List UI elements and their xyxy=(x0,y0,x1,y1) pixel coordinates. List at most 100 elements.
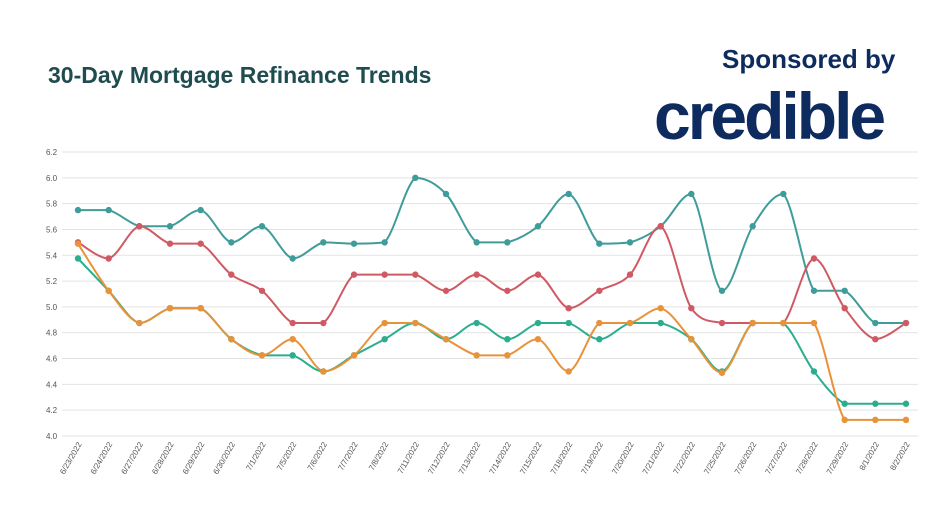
y-tick-label: 4.2 xyxy=(46,406,58,415)
series-4-point xyxy=(780,319,787,327)
series-1-point xyxy=(197,206,204,214)
series-4-point xyxy=(258,352,266,359)
x-tick-label: 7/27/2022 xyxy=(763,440,789,476)
x-tick-label: 7/13/2022 xyxy=(457,440,483,476)
x-tick-label: 7/28/2022 xyxy=(794,440,820,476)
series-3-point xyxy=(504,335,511,343)
series-2-point xyxy=(320,319,327,327)
x-tick-label: 7/22/2022 xyxy=(671,440,697,476)
series-1-point xyxy=(872,319,879,327)
gridlines xyxy=(62,151,918,437)
series-1-point xyxy=(718,287,726,294)
series-3-point xyxy=(381,335,388,343)
series-1-point xyxy=(596,240,603,247)
series-1-point xyxy=(473,239,480,246)
x-tick-label: 8/1/2022 xyxy=(858,440,882,472)
series-1-point xyxy=(442,190,450,198)
series-2-point xyxy=(626,271,634,278)
y-tick-label: 4.0 xyxy=(46,432,58,441)
series-lines xyxy=(77,176,907,421)
series-points xyxy=(74,174,910,424)
series-1-point xyxy=(350,240,358,247)
series-4-point xyxy=(166,305,174,312)
y-tick-label: 4.6 xyxy=(46,355,58,364)
y-axis-ticks: 6.2 6.0 5.8 5.6 5.4 5.2 5.0 4.8 4.6 4.4 4.2 4.0 xyxy=(46,148,58,441)
x-tick-label: 7/21/2022 xyxy=(641,440,667,476)
series-3-point xyxy=(534,319,542,327)
series-2-point xyxy=(289,319,296,327)
series-2-point xyxy=(442,287,450,294)
series-3-point xyxy=(74,255,82,262)
sponsor-label: Sponsored by xyxy=(722,44,896,74)
series-2-point xyxy=(228,271,235,278)
series-1-point xyxy=(565,190,572,198)
series-2-point xyxy=(166,240,174,247)
x-tick-label: 6/28/2022 xyxy=(150,440,176,476)
series-line-1 xyxy=(78,176,906,325)
series-line-4 xyxy=(77,243,906,421)
series-1-point xyxy=(626,239,634,246)
series-4-point xyxy=(74,240,82,247)
x-tick-label: 8/2/2022 xyxy=(888,440,912,472)
series-2-point xyxy=(136,223,143,230)
y-tick-label: 5.2 xyxy=(46,277,58,286)
series-2-point xyxy=(473,271,480,278)
x-tick-label: 7/20/2022 xyxy=(610,440,636,476)
series-2-point xyxy=(504,287,511,294)
series-4-point xyxy=(136,319,143,327)
series-2-point xyxy=(381,271,388,278)
series-4-point xyxy=(902,416,910,424)
series-3-point xyxy=(657,319,664,327)
series-4-point xyxy=(504,352,511,359)
series-4-point xyxy=(565,368,572,375)
series-4-point xyxy=(412,319,419,327)
series-2-point xyxy=(565,305,572,312)
x-tick-label: 7/14/2022 xyxy=(487,440,513,476)
series-4-point xyxy=(228,335,235,343)
series-1-point xyxy=(504,239,511,246)
series-4-point xyxy=(320,368,327,375)
series-4-point xyxy=(105,287,112,294)
series-4-point xyxy=(626,319,634,327)
series-2-point xyxy=(810,255,818,262)
series-3-point xyxy=(841,400,848,407)
series-1-point xyxy=(749,223,756,230)
series-1-point xyxy=(412,174,419,182)
series-3-point xyxy=(596,335,603,343)
series-line-3 xyxy=(77,257,906,405)
x-tick-label: 7/26/2022 xyxy=(733,440,759,476)
series-4-point xyxy=(841,416,848,424)
x-tick-label: 7/12/2022 xyxy=(426,440,452,476)
series-2-point xyxy=(105,255,112,262)
x-tick-label: 7/8/2022 xyxy=(367,440,391,472)
y-tick-label: 4.4 xyxy=(46,380,58,389)
x-tick-label: 7/19/2022 xyxy=(579,440,605,476)
series-4-point xyxy=(534,335,542,343)
series-2-point xyxy=(688,305,695,312)
series-2-point xyxy=(350,271,358,278)
series-2-point xyxy=(718,319,726,327)
y-tick-label: 5.8 xyxy=(46,200,58,209)
x-tick-label: 6/30/2022 xyxy=(211,440,237,476)
series-1-point xyxy=(166,223,174,230)
series-1-point xyxy=(289,255,296,262)
y-tick-label: 6.2 xyxy=(46,148,58,157)
series-1-point xyxy=(841,287,848,294)
series-3-point xyxy=(289,352,296,359)
series-2-point xyxy=(412,271,419,278)
credible-logo[interactable]: credible xyxy=(654,79,886,153)
series-4-point xyxy=(350,352,358,359)
x-tick-label: 6/23/2022 xyxy=(58,440,84,476)
series-2-point xyxy=(596,287,603,294)
series-2-point xyxy=(197,240,204,247)
y-tick-label: 5.6 xyxy=(46,225,58,234)
series-4-point xyxy=(718,369,726,376)
series-4-point xyxy=(381,319,388,327)
x-tick-label: 7/25/2022 xyxy=(702,440,728,476)
series-3-point xyxy=(565,319,572,327)
series-2-point xyxy=(902,319,910,327)
x-axis-ticks: 6/23/2022 6/24/2022 6/27/2022 6/28/2022 6/29… xyxy=(58,440,912,476)
series-4-point xyxy=(289,335,296,343)
series-4-point xyxy=(657,305,664,312)
